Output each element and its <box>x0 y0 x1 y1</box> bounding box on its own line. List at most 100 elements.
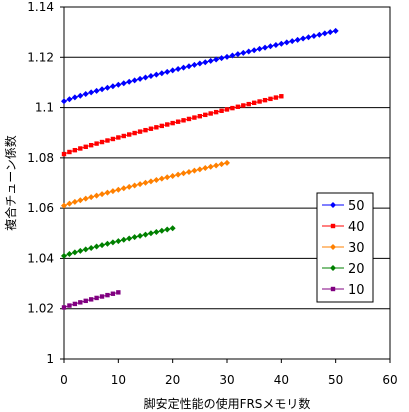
data-point <box>202 59 209 66</box>
data-point <box>120 80 127 87</box>
data-point <box>153 176 160 183</box>
data-point <box>256 45 263 52</box>
data-point <box>115 81 122 88</box>
data-point <box>83 144 88 150</box>
data-point <box>230 105 235 111</box>
data-point <box>158 175 165 182</box>
data-point <box>127 132 132 137</box>
data-point <box>66 96 73 103</box>
data-point <box>240 49 247 56</box>
data-point <box>131 77 138 84</box>
x-tick-label: 40 <box>274 373 289 387</box>
data-point <box>332 27 339 34</box>
data-point <box>110 291 116 296</box>
series-10 <box>61 290 121 310</box>
data-point <box>153 71 160 78</box>
legend-item: 20 <box>322 262 365 277</box>
data-point <box>126 235 133 242</box>
data-point <box>169 67 176 74</box>
legend-item: 10 <box>322 283 365 298</box>
legend-marker <box>330 286 336 292</box>
legend-marker <box>330 265 336 271</box>
data-point <box>82 91 89 98</box>
data-point <box>224 53 230 60</box>
data-point <box>71 198 78 205</box>
data-point <box>154 125 159 130</box>
data-point <box>186 116 192 122</box>
x-axis: 0 10 20 30 40 50 60 <box>60 359 398 387</box>
legend-item: 50 <box>322 199 365 214</box>
data-point <box>289 38 296 45</box>
data-point <box>170 120 175 126</box>
data-point <box>321 30 328 37</box>
data-point <box>67 149 72 155</box>
data-point <box>143 127 148 133</box>
data-point <box>213 162 220 169</box>
data-point <box>105 138 110 143</box>
data-point <box>158 70 165 77</box>
data-point <box>202 165 209 172</box>
series-30 <box>61 159 230 209</box>
data-point <box>99 191 106 198</box>
data-point <box>245 48 252 55</box>
data-point <box>109 239 116 246</box>
data-point <box>77 247 84 254</box>
y-axis: 1 1.02 1.04 1.06 1.08 1.1 1.12 1.14 <box>27 0 64 366</box>
legend-label: 40 <box>348 220 365 235</box>
data-point <box>137 232 144 239</box>
legend-marker <box>330 223 336 229</box>
legend-item: 30 <box>322 241 365 256</box>
data-point <box>283 39 290 46</box>
x-tick-label: 50 <box>328 373 343 387</box>
data-point <box>71 249 78 256</box>
data-point <box>147 73 154 80</box>
data-point <box>224 159 230 166</box>
data-point <box>147 230 154 237</box>
data-point <box>180 64 187 71</box>
data-point <box>207 57 214 64</box>
data-point <box>219 108 224 113</box>
data-point <box>147 178 154 185</box>
legend: 50 40 30 20 10 <box>316 192 374 303</box>
data-point <box>191 167 198 174</box>
data-point <box>316 31 323 38</box>
data-point <box>94 295 99 301</box>
data-point <box>213 56 220 63</box>
y-tick-label: 1.02 <box>27 302 54 316</box>
data-point <box>67 303 72 308</box>
data-point <box>104 84 111 91</box>
data-point <box>61 151 67 157</box>
data-point <box>126 78 133 85</box>
x-tick-label: 10 <box>111 373 126 387</box>
data-point <box>78 300 83 305</box>
data-point <box>93 87 100 94</box>
y-tick-label: 1.08 <box>27 151 54 165</box>
data-point <box>116 135 121 140</box>
legend-label: 20 <box>348 262 365 277</box>
data-point <box>300 35 307 42</box>
y-tick-label: 1.04 <box>27 251 54 265</box>
data-point <box>66 251 73 258</box>
data-point <box>88 244 95 251</box>
data-point <box>273 95 279 100</box>
x-axis-label: 脚安定性能の使用FRSメモリ数 <box>144 396 311 411</box>
data-point <box>164 68 171 75</box>
data-point <box>77 197 84 204</box>
legend-marker <box>330 202 336 208</box>
data-point <box>61 252 67 259</box>
data-point <box>257 99 262 104</box>
x-tick-label: 0 <box>60 373 68 387</box>
data-point <box>169 172 176 179</box>
data-point <box>159 123 164 129</box>
data-point <box>94 141 99 146</box>
data-point <box>185 63 192 70</box>
data-point <box>61 305 67 310</box>
data-point <box>267 43 274 50</box>
data-point <box>180 170 187 177</box>
data-point <box>158 227 165 234</box>
legend-item: 40 <box>322 220 365 235</box>
data-point <box>272 41 279 48</box>
series-50 <box>61 27 339 105</box>
data-point <box>246 101 251 107</box>
